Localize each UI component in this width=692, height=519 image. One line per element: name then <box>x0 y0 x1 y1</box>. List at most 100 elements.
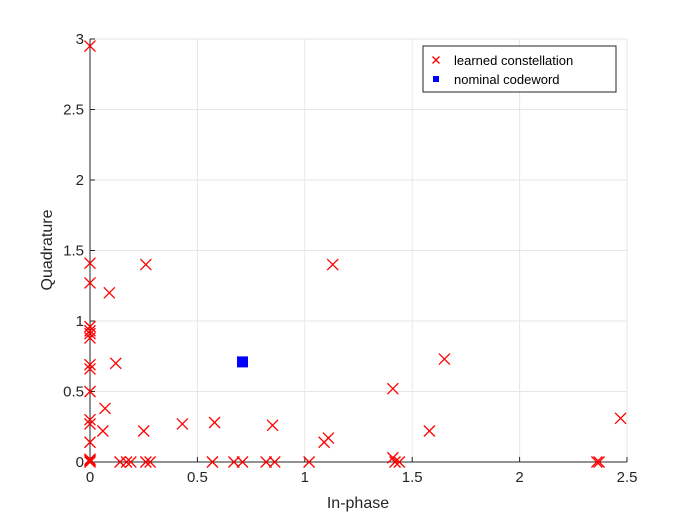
x-marker-stroke <box>84 257 96 270</box>
x-marker-stroke <box>423 425 436 437</box>
x-marker-stroke <box>84 327 96 340</box>
x-marker-stroke <box>236 456 249 468</box>
point-learned-constellation <box>84 454 96 467</box>
point-learned-constellation <box>438 353 451 366</box>
x-marker-stroke <box>614 412 627 425</box>
point-learned-constellation <box>137 425 150 437</box>
x-marker-stroke <box>84 276 96 289</box>
point-learned-constellation <box>590 456 603 468</box>
x-marker-stroke <box>389 456 401 468</box>
point-learned-constellation <box>260 456 273 468</box>
x-marker-stroke <box>386 451 399 464</box>
point-learned-constellation <box>389 456 401 468</box>
x-marker-stroke <box>84 40 96 53</box>
legend: learned constellation nominal codeword <box>422 45 617 93</box>
point-learned-constellation <box>109 357 122 370</box>
point-learned-constellation <box>84 276 96 289</box>
legend-marker-nominal-codeword <box>433 76 439 82</box>
point-learned-constellation <box>139 258 152 271</box>
point-learned-constellation <box>393 456 406 468</box>
x-marker-stroke <box>144 456 157 468</box>
legend-marker-learned-constellation <box>432 56 440 64</box>
data-points <box>84 40 627 468</box>
x-marker-stroke <box>393 456 406 468</box>
x-marker-stroke <box>386 382 399 395</box>
point-learned-constellation <box>99 402 111 415</box>
x-marker-stroke <box>84 454 96 467</box>
point-learned-constellation <box>84 257 96 270</box>
x-tick-label: 1 <box>301 469 309 486</box>
x-marker-stroke <box>139 258 152 271</box>
x-marker-stroke <box>120 456 133 468</box>
x-marker-stroke <box>96 425 109 437</box>
point-learned-constellation <box>84 453 96 466</box>
point-learned-constellation <box>103 286 116 299</box>
point-learned-constellation <box>84 40 96 53</box>
point-learned-constellation <box>386 382 399 395</box>
point-learned-constellation <box>84 456 96 468</box>
x-tick-label: 0 <box>86 469 94 486</box>
x-marker-stroke <box>260 456 273 468</box>
x-marker-stroke <box>103 286 116 299</box>
x-marker-stroke <box>227 456 240 468</box>
point-learned-constellation <box>208 416 221 429</box>
legend-box <box>422 45 617 93</box>
x-marker-stroke <box>266 419 279 432</box>
point-learned-constellation <box>84 362 96 375</box>
x-marker-stroke <box>84 456 96 468</box>
y-tick-labels: 0 0.5 1 1.5 2 2.5 3 <box>63 31 84 471</box>
x-marker-stroke <box>124 456 137 468</box>
legend-x-marker <box>432 56 440 64</box>
point-learned-constellation <box>144 456 157 468</box>
legend-entry-nominal-codeword: nominal codeword <box>454 72 560 87</box>
y-tick-label: 2 <box>76 172 84 189</box>
x-marker-stroke <box>109 357 122 370</box>
point-learned-constellation <box>326 258 339 271</box>
y-tick-label: 1.5 <box>63 243 84 260</box>
x-marker-stroke <box>99 402 111 415</box>
x-tick-label: 2.5 <box>617 469 638 486</box>
point-learned-constellation <box>266 419 279 432</box>
x-marker-stroke <box>432 56 440 64</box>
point-learned-constellation <box>84 327 96 340</box>
x-marker-stroke <box>322 432 335 444</box>
point-learned-constellation <box>139 456 152 468</box>
x-axis-label: In-phase <box>327 495 389 512</box>
x-marker-stroke <box>268 456 281 468</box>
y-tick-label: 2.5 <box>63 102 84 119</box>
x-marker-stroke <box>139 456 152 468</box>
legend-square-marker <box>433 76 439 82</box>
point-learned-constellation <box>96 425 109 437</box>
x-marker-stroke <box>206 456 219 468</box>
x-marker-stroke <box>438 353 451 366</box>
x-marker-stroke <box>84 453 96 466</box>
point-learned-constellation <box>84 413 96 426</box>
point-learned-constellation <box>268 456 281 468</box>
point-learned-constellation <box>386 451 399 464</box>
y-axis-label: Quadrature <box>39 209 56 290</box>
point-learned-constellation <box>227 456 240 468</box>
point-learned-constellation <box>303 456 316 468</box>
x-marker-stroke <box>593 456 606 468</box>
legend-entry-learned-constellation: learned constellation <box>454 53 573 68</box>
point-learned-constellation <box>614 412 627 425</box>
x-marker-stroke <box>208 416 221 429</box>
x-marker-stroke <box>590 456 603 468</box>
x-marker-stroke <box>84 362 96 375</box>
point-learned-constellation <box>322 432 335 444</box>
point-learned-constellation <box>84 358 96 371</box>
x-marker-stroke <box>176 417 189 430</box>
point-learned-constellation <box>84 417 96 430</box>
point-learned-constellation <box>84 436 96 449</box>
point-learned-constellation <box>236 456 249 468</box>
point-learned-constellation <box>176 417 189 430</box>
y-tick-label: 1 <box>76 313 84 330</box>
x-tick-labels: 0 0.5 1 1.5 2 2.5 <box>86 469 638 486</box>
y-tick-label: 0 <box>76 454 84 471</box>
point-learned-constellation <box>124 456 137 468</box>
y-tick-label: 0.5 <box>63 384 84 401</box>
x-marker-stroke <box>84 413 96 426</box>
x-tick-label: 2 <box>515 469 523 486</box>
x-marker-stroke <box>84 358 96 371</box>
x-tick-label: 0.5 <box>187 469 208 486</box>
